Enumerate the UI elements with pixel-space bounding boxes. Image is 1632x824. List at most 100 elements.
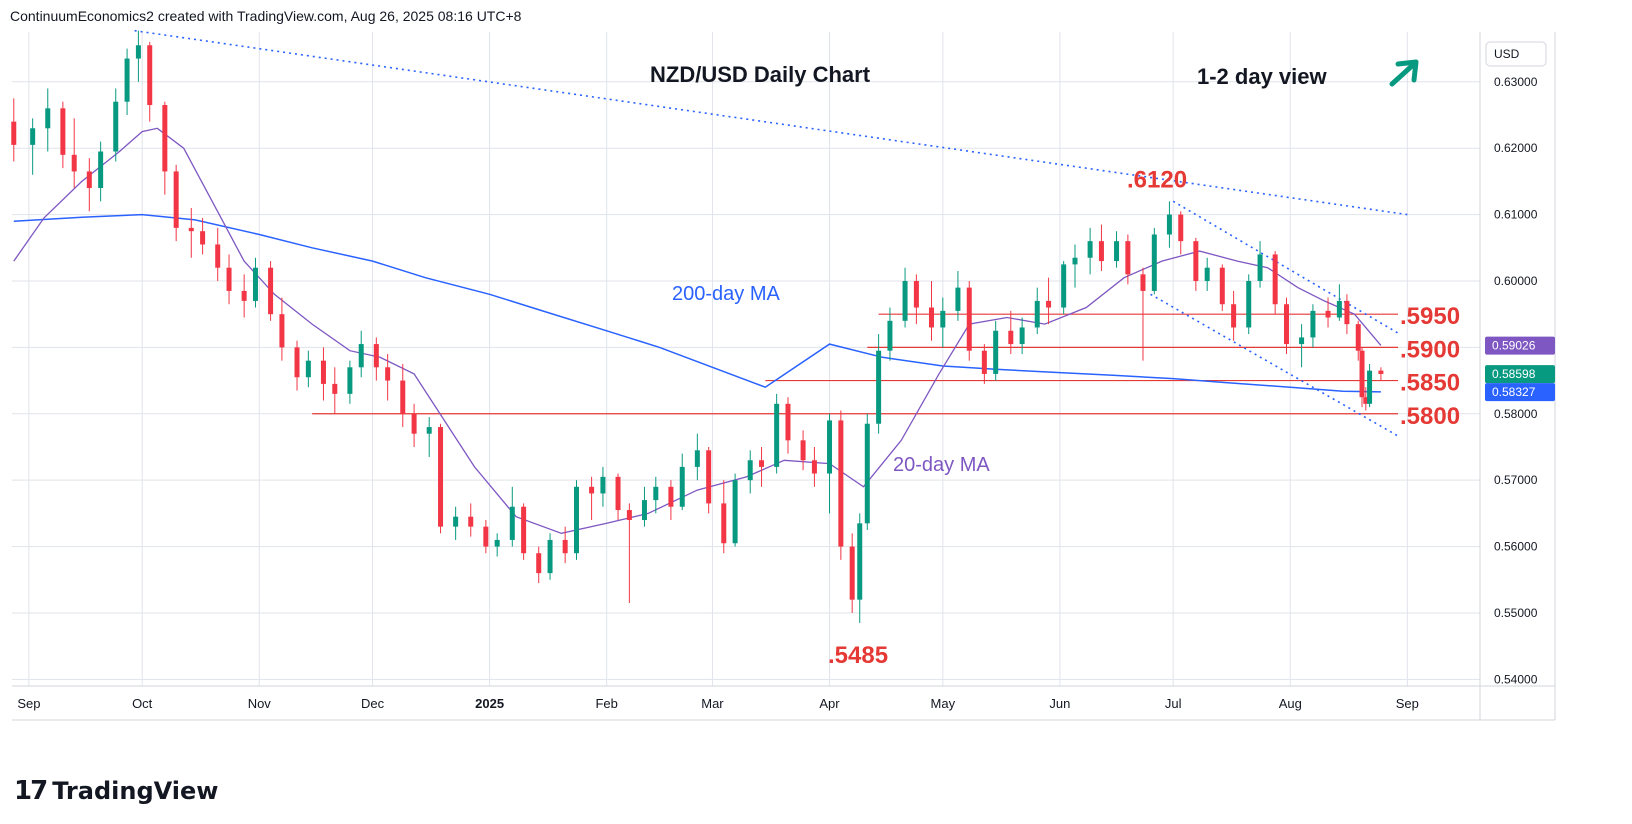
- ma200-label: 200-day MA: [672, 283, 780, 305]
- level-label: .5950: [1400, 303, 1460, 330]
- candle-body: [135, 45, 141, 59]
- candle: [1299, 324, 1305, 368]
- y-tick-label: 0.55000: [1494, 606, 1538, 620]
- candle: [706, 446, 712, 514]
- candle: [1008, 310, 1014, 355]
- candle-body: [373, 344, 379, 368]
- candle: [86, 158, 92, 212]
- candle: [1204, 257, 1210, 291]
- candle: [332, 367, 338, 414]
- candle-body: [1166, 214, 1172, 235]
- candle: [173, 164, 179, 242]
- trendline-channel-upper: [1172, 200, 1401, 335]
- candle-body: [1061, 264, 1067, 308]
- candle: [1046, 277, 1052, 325]
- candle: [124, 48, 130, 115]
- candle: [1246, 274, 1252, 335]
- price-badge: 0.59026: [1485, 336, 1555, 355]
- y-tick-label: 0.60000: [1494, 274, 1538, 288]
- candle: [928, 280, 934, 341]
- low-annotation: .5485: [828, 642, 888, 669]
- candle-body: [483, 526, 489, 547]
- candle-body: [45, 108, 51, 129]
- candle-body: [1231, 304, 1237, 328]
- price-badge-label: 0.58327: [1492, 385, 1536, 399]
- candle: [1344, 294, 1350, 335]
- candle-body: [1019, 327, 1025, 345]
- candle: [1019, 317, 1025, 355]
- price-badge-label: 0.58598: [1492, 367, 1536, 381]
- candle: [215, 227, 221, 281]
- candle-body: [188, 227, 194, 232]
- candle: [30, 118, 36, 175]
- candle-body: [124, 58, 130, 102]
- candle-body: [940, 310, 946, 328]
- x-tick-label: Apr: [819, 696, 840, 711]
- y-tick-label: 0.62000: [1494, 141, 1538, 155]
- candle-body: [993, 330, 999, 374]
- candle: [800, 430, 806, 471]
- x-tick-label: Jun: [1049, 696, 1070, 711]
- candles: [11, 30, 1384, 623]
- candle: [1140, 267, 1146, 361]
- candle: [955, 271, 961, 321]
- candle-body: [706, 450, 712, 504]
- tradingview-logo[interactable]: 17 TradingView: [14, 776, 218, 806]
- x-tick-label: Jul: [1165, 696, 1182, 711]
- candle: [320, 347, 326, 401]
- candle: [305, 350, 311, 388]
- candle-body: [811, 460, 817, 474]
- candle: [1367, 363, 1373, 408]
- candle-body: [1299, 337, 1305, 345]
- candle: [453, 506, 459, 540]
- candle-body: [668, 486, 674, 507]
- candle: [721, 480, 727, 554]
- candle-body: [547, 539, 553, 574]
- high-annotation: .6120: [1127, 166, 1187, 193]
- candle-body: [1355, 324, 1361, 351]
- candle-body: [347, 367, 353, 394]
- candle-body: [1140, 274, 1146, 291]
- candle: [1114, 231, 1120, 268]
- candle: [1257, 241, 1263, 288]
- candle-body: [849, 546, 855, 600]
- candle: [759, 446, 765, 487]
- candle-body: [162, 105, 168, 172]
- candle: [358, 330, 364, 378]
- candle-body: [1151, 234, 1157, 291]
- candle-body: [1204, 267, 1210, 281]
- x-tick-label: Sep: [1396, 696, 1419, 711]
- price-badge-bg: [1485, 383, 1555, 402]
- candle-body: [1310, 310, 1316, 338]
- candle: [600, 466, 606, 507]
- candle-body: [1046, 300, 1052, 308]
- x-tick-label: Sep: [17, 696, 40, 711]
- candle-body: [400, 380, 406, 414]
- candle: [1219, 264, 1225, 311]
- tradingview-logo-icon: 17: [14, 776, 48, 806]
- candle: [887, 307, 893, 361]
- candle-body: [785, 403, 791, 441]
- candle: [1378, 367, 1384, 381]
- candle: [641, 486, 647, 527]
- candle-body: [747, 460, 753, 481]
- candle-body: [981, 350, 987, 374]
- candle-body: [1034, 300, 1040, 328]
- candle: [385, 354, 391, 401]
- arrow-up-right-icon: [1389, 59, 1419, 87]
- candle: [966, 280, 972, 361]
- ma20-label: 20-day MA: [893, 454, 990, 476]
- candle: [940, 297, 946, 348]
- candle: [1061, 261, 1067, 315]
- candle-body: [759, 460, 765, 467]
- candle: [45, 88, 51, 152]
- candle-body: [98, 151, 104, 189]
- y-tick-label: 0.58000: [1494, 407, 1538, 421]
- candle-body: [562, 539, 568, 554]
- candle-body: [411, 413, 417, 434]
- candle-body: [468, 516, 474, 527]
- candle-body: [332, 383, 338, 394]
- x-tick-label: May: [931, 696, 956, 711]
- candle: [902, 267, 908, 328]
